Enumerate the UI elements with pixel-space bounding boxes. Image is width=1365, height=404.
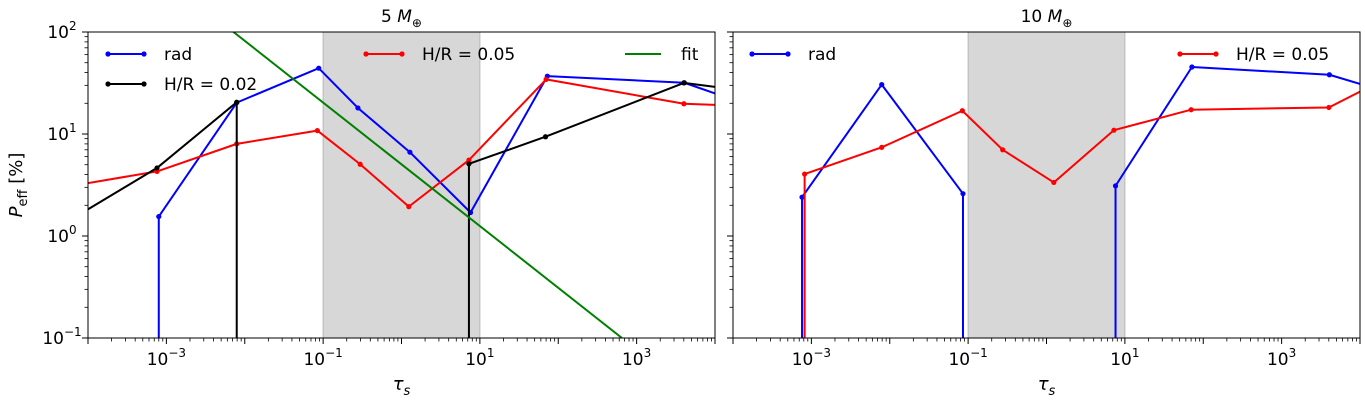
legend-marker <box>399 51 405 57</box>
chart-title: 10 M⊕ <box>1021 7 1073 30</box>
data-point <box>681 80 687 86</box>
series-group <box>73 32 715 338</box>
legend-marker <box>1177 51 1183 57</box>
legend-label: rad <box>164 45 192 65</box>
legend-marker <box>141 81 147 87</box>
legend-marker <box>105 51 111 57</box>
data-point <box>314 127 320 134</box>
data-point <box>681 101 687 107</box>
series-line-rad <box>157 67 715 338</box>
data-point <box>543 76 549 82</box>
series-line-h-r-0-02 <box>88 81 715 338</box>
data-point <box>542 134 549 140</box>
legend-label: H/R = 0.05 <box>1236 45 1329 65</box>
data-point <box>1111 127 1117 133</box>
data-point <box>1188 107 1194 113</box>
x-tick-label: 10−1 <box>303 346 342 370</box>
legend-item: rad <box>105 45 192 65</box>
chart-title: 5 M⊕ <box>381 7 422 30</box>
series-line-h-r-0-05 <box>803 90 1360 338</box>
data-point <box>959 108 965 114</box>
x-axis-label: τs <box>1038 374 1056 399</box>
y-tick-label: 102 <box>47 19 76 43</box>
data-point <box>879 144 885 150</box>
data-point <box>156 213 162 220</box>
legend: rad H/R = 0.05 fit H/R = 0.02 <box>105 45 699 95</box>
data-point <box>406 204 412 210</box>
y-tick-label: 10−1 <box>42 325 81 349</box>
data-point <box>466 157 472 163</box>
legend-marker <box>785 51 791 57</box>
data-point <box>407 149 413 155</box>
x-tick-label: 101 <box>465 346 494 370</box>
x-tick-label: 10−3 <box>147 346 186 370</box>
shaded-band <box>322 31 481 339</box>
panel-1: 10−3 10−1 101 103 10−1 100 101 102 5 M⊕ τs Peff [%… <box>6 7 716 399</box>
data-point <box>1189 64 1195 70</box>
series-group <box>799 64 1360 338</box>
legend-marker <box>363 51 369 57</box>
data-point <box>73 214 78 219</box>
data-point <box>1112 183 1119 189</box>
shaded-band <box>967 31 1126 339</box>
legend-label: H/R = 0.02 <box>164 75 257 95</box>
data-point <box>799 194 805 200</box>
data-point <box>466 161 472 167</box>
data-point <box>316 65 322 71</box>
legend-item: H/R = 0.05 <box>363 45 515 65</box>
series-line-fit <box>231 32 623 338</box>
x-tick-label: 101 <box>1110 346 1139 370</box>
data-point <box>234 99 240 105</box>
data-point <box>357 161 363 167</box>
data-point <box>1000 147 1006 153</box>
legend-label: rad <box>808 45 836 65</box>
data-point <box>73 183 78 188</box>
legend-marker <box>1213 51 1219 57</box>
x-axis-label: τs <box>393 374 411 399</box>
y-axis-label: Peff [%] <box>6 153 31 218</box>
panel-2: 10−3 10−1 101 103 10 M⊕ τs rad H/R = 0.05 <box>727 7 1361 399</box>
legend-label: fit <box>681 45 699 65</box>
legend-label: H/R = 0.05 <box>422 45 515 65</box>
y-tick-label: 101 <box>47 121 76 145</box>
y-tick-label: 100 <box>47 223 76 247</box>
x-tick-label: 103 <box>622 346 651 370</box>
data-point <box>960 191 966 197</box>
data-point <box>1326 72 1332 78</box>
legend-item: rad <box>749 45 836 65</box>
series-line-h-r-0-05 <box>88 78 715 208</box>
data-point <box>1326 104 1332 111</box>
data-point <box>154 165 160 171</box>
data-point <box>355 105 361 111</box>
x-tick-label: 103 <box>1267 346 1296 370</box>
data-point <box>879 82 885 88</box>
data-point <box>1051 179 1057 186</box>
legend-item: fit <box>625 45 699 65</box>
x-tick-label: 10−3 <box>792 346 831 370</box>
legend-item: H/R = 0.02 <box>105 75 257 95</box>
legend-item: H/R = 0.05 <box>1177 45 1329 65</box>
legend-marker <box>105 81 111 87</box>
data-point <box>802 171 808 177</box>
x-tick-label: 10−1 <box>948 346 987 370</box>
legend-marker <box>749 51 755 57</box>
legend-marker <box>141 51 147 57</box>
series-line-rad <box>801 65 1360 338</box>
legend: rad H/R = 0.05 <box>749 45 1329 65</box>
